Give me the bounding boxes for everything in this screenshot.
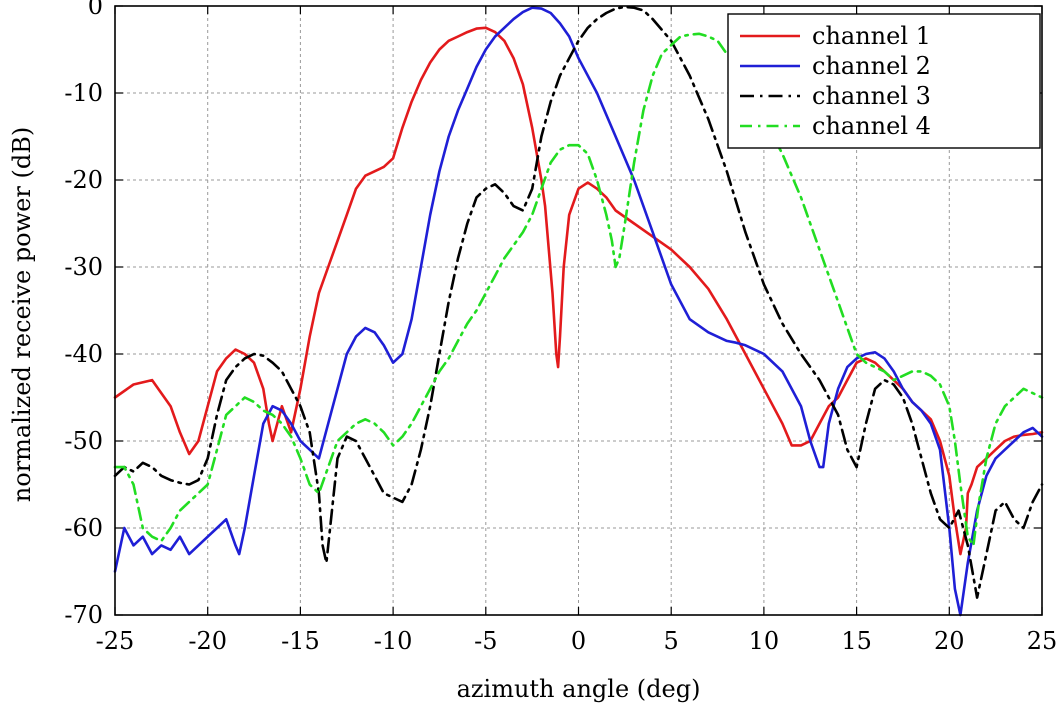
x-tick-label: -10 <box>374 627 413 655</box>
x-tick-label: -25 <box>96 627 135 655</box>
series-line-channel-4 <box>113 32 1044 547</box>
y-axis-tick-labels: 0 -10 -20 -30 -40 -50 -60 -70 <box>64 0 103 629</box>
series-line-channel-3 <box>113 5 1044 599</box>
x-tick-label: 25 <box>1027 627 1058 655</box>
y-tick-label: -20 <box>64 166 103 194</box>
x-tick-label: 10 <box>749 627 780 655</box>
x-tick-label: 0 <box>571 627 586 655</box>
y-tick-label: -40 <box>64 340 103 368</box>
legend-label: channel 1 <box>812 22 931 50</box>
axis-ticks <box>114 5 1043 616</box>
x-tick-label: 5 <box>664 627 679 655</box>
y-tick-label: -70 <box>64 601 103 629</box>
series-line-channel-2 <box>113 6 1044 617</box>
grid <box>115 6 1042 615</box>
series-group <box>113 5 1044 617</box>
x-axis-title: azimuth angle (deg) <box>457 675 701 703</box>
legend-label: channel 4 <box>812 112 931 140</box>
y-axis-title: normalized receive power (dB) <box>8 127 36 502</box>
x-tick-label: -20 <box>188 627 227 655</box>
x-tick-label: -15 <box>281 627 320 655</box>
x-tick-label: -5 <box>474 627 497 655</box>
x-tick-label: 20 <box>934 627 965 655</box>
y-tick-label: -30 <box>64 253 103 281</box>
legend-label: channel 2 <box>812 52 931 80</box>
y-tick-label: -10 <box>64 79 103 107</box>
x-axis-tick-labels: -25 -20 -15 -10 -5 0 5 10 15 20 25 <box>96 627 1058 655</box>
x-tick-label: 15 <box>841 627 872 655</box>
y-tick-label: -50 <box>64 427 103 455</box>
legend-label: channel 3 <box>812 82 931 110</box>
y-tick-label: 0 <box>88 0 103 20</box>
y-tick-label: -60 <box>64 514 103 542</box>
